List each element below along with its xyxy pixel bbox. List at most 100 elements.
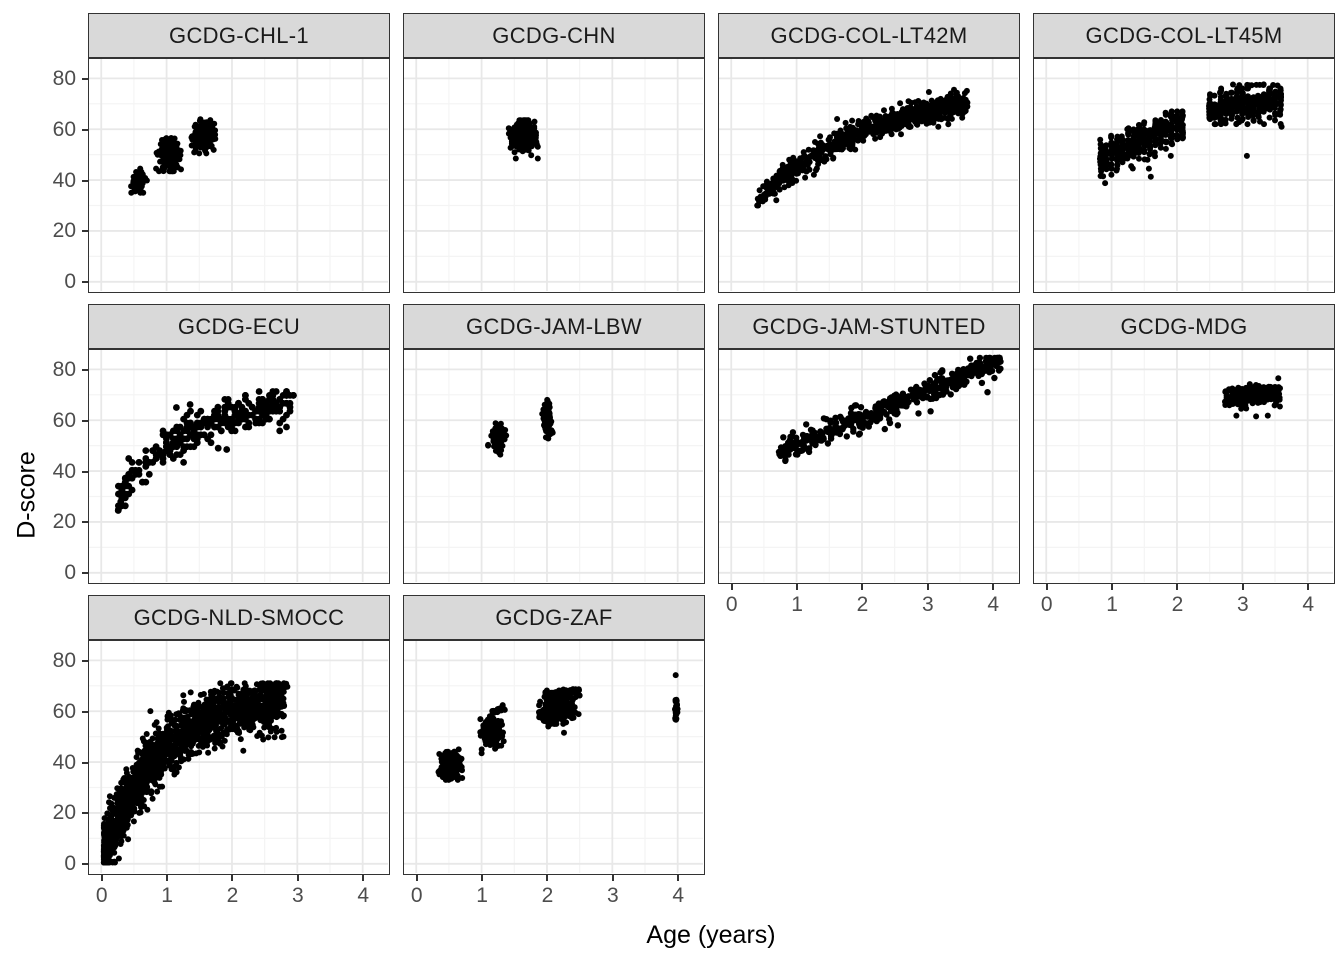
x-axis-title: Age (years): [646, 921, 776, 949]
y-tick-label: 80: [52, 66, 76, 90]
x-tick-label: 3: [606, 884, 619, 907]
y-tick-label: 40: [52, 750, 76, 774]
y-tick-mark: [82, 470, 88, 473]
x-tick-mark: [415, 875, 418, 881]
facet-strip-GCDG-COL-LT42M: GCDG-COL-LT42M: [718, 13, 1020, 58]
x-tick-label: 4: [987, 593, 1000, 616]
x-tick-label: 1: [791, 593, 803, 616]
x-tick-mark: [611, 875, 614, 881]
x-tick-mark: [1045, 584, 1048, 590]
facet-strip-label: GCDG-CHL-1: [169, 22, 309, 48]
facet-panel-GCDG-COL-LT45M: [1033, 58, 1335, 293]
y-tick-label: 20: [52, 510, 76, 534]
facet-panel-GCDG-JAM-STUNTED: [718, 349, 1020, 584]
x-tick-mark: [1111, 584, 1114, 590]
scatter-plot-area: [404, 641, 703, 873]
x-tick-mark: [166, 875, 169, 881]
scatter-plot-area: [89, 350, 388, 582]
x-tick-mark: [362, 875, 365, 881]
facet-strip-label: GCDG-ECU: [177, 313, 301, 339]
x-tick-label: 4: [357, 884, 370, 907]
y-tick-mark: [82, 77, 88, 80]
facet-strip-GCDG-NLD-SMOCC: GCDG-NLD-SMOCC: [88, 595, 390, 640]
facet-strip-GCDG-ECU: GCDG-ECU: [88, 304, 390, 349]
facet-strip-GCDG-ZAF: GCDG-ZAF: [403, 595, 705, 640]
y-tick-label: 0: [64, 270, 76, 294]
x-tick-mark: [546, 875, 549, 881]
facet-strip-label: GCDG-COL-LT42M: [770, 22, 968, 48]
y-tick-mark: [82, 710, 88, 713]
x-tick-mark: [926, 584, 929, 590]
y-tick-mark: [82, 863, 88, 866]
facet-strip-label: GCDG-NLD-SMOCC: [133, 604, 345, 630]
facet-panel-GCDG-ZAF: [403, 640, 705, 875]
scatter-plot-area: [89, 641, 388, 873]
facet-panel-GCDG-JAM-LBW: [403, 349, 705, 584]
x-tick-label: 1: [161, 884, 173, 907]
y-tick-label: 40: [52, 459, 76, 483]
facet-panel-GCDG-CHN: [403, 58, 705, 293]
facet-strip-GCDG-CHL-1: GCDG-CHL-1: [88, 13, 390, 58]
x-tick-mark: [677, 875, 680, 881]
y-tick-mark: [82, 179, 88, 182]
x-tick-label: 0: [1040, 593, 1053, 616]
x-tick-label: 1: [476, 884, 488, 907]
y-tick-label: 20: [52, 219, 76, 243]
y-tick-label: 60: [52, 117, 76, 141]
x-tick-mark: [730, 584, 733, 590]
x-tick-label: 2: [226, 884, 239, 907]
facet-panel-GCDG-COL-LT42M: [718, 58, 1020, 293]
scatter-plot-area: [719, 59, 1018, 291]
y-tick-mark: [82, 521, 88, 524]
scatter-plot-area: [89, 59, 388, 291]
facet-panel-GCDG-MDG: [1033, 349, 1335, 584]
y-tick-label: 0: [64, 852, 76, 876]
y-tick-mark: [82, 128, 88, 131]
y-tick-label: 60: [52, 699, 76, 723]
y-tick-mark: [82, 230, 88, 233]
scatter-plot-area: [1034, 59, 1333, 291]
x-tick-label: 0: [410, 884, 423, 907]
x-tick-mark: [1307, 584, 1310, 590]
facet-strip-GCDG-JAM-STUNTED: GCDG-JAM-STUNTED: [718, 304, 1020, 349]
scatter-plot-area: [404, 350, 703, 582]
scatter-plot-area: [1034, 350, 1333, 582]
facet-strip-label: GCDG-COL-LT45M: [1085, 22, 1283, 48]
y-tick-mark: [82, 659, 88, 662]
x-tick-label: 3: [1236, 593, 1249, 616]
facet-strip-GCDG-COL-LT45M: GCDG-COL-LT45M: [1033, 13, 1335, 58]
y-tick-label: 80: [52, 648, 76, 672]
y-tick-mark: [82, 368, 88, 371]
x-tick-label: 4: [1302, 593, 1315, 616]
facet-panel-GCDG-ECU: [88, 349, 390, 584]
x-tick-mark: [481, 875, 484, 881]
x-tick-label: 0: [95, 884, 108, 907]
y-tick-label: 20: [52, 801, 76, 825]
y-tick-mark: [82, 812, 88, 815]
x-tick-label: 2: [541, 884, 554, 907]
y-tick-mark: [82, 281, 88, 284]
facet-strip-label: GCDG-MDG: [1120, 313, 1248, 339]
x-tick-mark: [1241, 584, 1244, 590]
x-tick-label: 3: [291, 884, 304, 907]
x-tick-mark: [861, 584, 864, 590]
facet-strip-GCDG-MDG: GCDG-MDG: [1033, 304, 1335, 349]
y-tick-mark: [82, 419, 88, 422]
x-tick-mark: [796, 584, 799, 590]
x-tick-mark: [100, 875, 103, 881]
facet-panel-GCDG-CHL-1: [88, 58, 390, 293]
y-tick-label: 80: [52, 357, 76, 381]
y-tick-mark: [82, 572, 88, 575]
x-tick-label: 2: [1171, 593, 1184, 616]
x-tick-label: 4: [672, 884, 685, 907]
facet-strip-label: GCDG-CHN: [492, 22, 616, 48]
facet-strip-GCDG-CHN: GCDG-CHN: [403, 13, 705, 58]
y-tick-label: 60: [52, 408, 76, 432]
facet-strip-label: GCDG-ZAF: [495, 604, 613, 630]
facet-strip-GCDG-JAM-LBW: GCDG-JAM-LBW: [403, 304, 705, 349]
x-tick-mark: [231, 875, 234, 881]
scatter-plot-area: [404, 59, 703, 291]
scatter-plot-area: [719, 350, 1018, 582]
x-tick-label: 0: [725, 593, 738, 616]
